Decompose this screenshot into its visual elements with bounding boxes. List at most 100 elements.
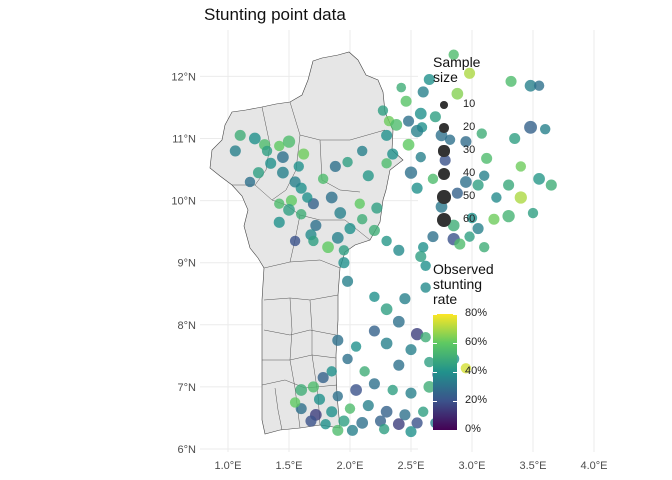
stunting-point bbox=[476, 128, 487, 139]
color-bar-label: 20% bbox=[465, 394, 488, 406]
stunting-point bbox=[377, 105, 389, 116]
stunting-point bbox=[393, 359, 405, 371]
stunting-point bbox=[447, 219, 460, 232]
size-legend-dot bbox=[437, 190, 451, 204]
stunting-point bbox=[505, 75, 517, 87]
y-tick-label: 11°N bbox=[172, 134, 196, 146]
stunting-point bbox=[451, 187, 463, 199]
stunting-point bbox=[448, 49, 459, 60]
stunting-point bbox=[460, 363, 472, 374]
stunting-point bbox=[503, 179, 515, 191]
size-legend-label: 50 bbox=[463, 190, 476, 202]
stunting-point bbox=[285, 195, 297, 207]
stunting-point bbox=[491, 192, 502, 203]
stunting-point bbox=[479, 170, 490, 181]
color-bar-label: 60% bbox=[465, 336, 488, 348]
color-bar-tick bbox=[433, 372, 437, 373]
stunting-point bbox=[293, 161, 304, 172]
x-tick-label: 2.5°E bbox=[397, 460, 424, 472]
stunting-point bbox=[313, 393, 326, 405]
color-bar-tick bbox=[433, 430, 437, 431]
stunting-point bbox=[357, 214, 368, 225]
stunting-point bbox=[435, 200, 448, 213]
stunting-point bbox=[514, 191, 527, 204]
stunting-point bbox=[460, 136, 472, 148]
stunting-point bbox=[368, 325, 380, 337]
stunting-point bbox=[402, 138, 415, 151]
stunting-point bbox=[374, 415, 387, 427]
stunting-point bbox=[265, 157, 277, 169]
stunting-point bbox=[362, 399, 374, 412]
stunting-point bbox=[481, 152, 493, 164]
x-tick-label: 2.0°E bbox=[336, 460, 363, 472]
stunting-point bbox=[429, 111, 441, 123]
stunting-point bbox=[472, 179, 484, 191]
stunting-point bbox=[420, 260, 431, 272]
stunting-point bbox=[390, 118, 403, 131]
stunting-point bbox=[411, 182, 423, 194]
size-legend-label: 20 bbox=[463, 121, 476, 133]
stunting-point bbox=[289, 176, 301, 188]
size-legend-label: 10 bbox=[463, 98, 476, 110]
stunting-point bbox=[464, 231, 475, 242]
chart-title: Stunting point data bbox=[204, 5, 346, 24]
stunting-point bbox=[344, 403, 356, 414]
stunting-point bbox=[326, 366, 337, 377]
stunting-point bbox=[400, 95, 412, 107]
color-bar-tick bbox=[453, 430, 457, 431]
stunting-point bbox=[342, 156, 353, 168]
stunting-point bbox=[464, 67, 476, 79]
stunting-point bbox=[387, 384, 398, 396]
stunting-point bbox=[405, 426, 417, 438]
stunting-point bbox=[396, 82, 407, 93]
stunting-point bbox=[533, 173, 545, 185]
stunting-point bbox=[515, 161, 526, 172]
stunting-point bbox=[317, 372, 329, 384]
stunting-point bbox=[415, 250, 427, 263]
stunting-point bbox=[342, 353, 353, 365]
stunting-point bbox=[545, 179, 557, 191]
color-bar-tick bbox=[453, 314, 457, 315]
stunting-point bbox=[329, 160, 341, 172]
stunting-point bbox=[308, 235, 319, 247]
x-tick-label: 3.0°E bbox=[458, 460, 485, 472]
stunting-point bbox=[392, 315, 405, 328]
stunting-point bbox=[420, 282, 431, 293]
stunting-point bbox=[305, 415, 317, 427]
axis-ticks: 6°N 7°N 8°N 9°N 10°N 11°N 12°N 1.0°E 1.5°E 2.0°E 2… bbox=[171, 71, 607, 472]
stunting-point bbox=[420, 332, 431, 343]
data-points bbox=[229, 49, 557, 438]
stunting-point bbox=[350, 384, 362, 396]
stunting-point bbox=[417, 86, 429, 98]
stunting-point bbox=[368, 224, 380, 236]
y-tick-label: 8°N bbox=[178, 320, 197, 332]
y-tick-label: 10°N bbox=[171, 196, 196, 208]
stunting-point bbox=[326, 406, 338, 418]
stunting-point bbox=[282, 135, 296, 148]
size-legend-dot bbox=[439, 123, 449, 133]
stunting-point bbox=[320, 418, 331, 430]
color-legend-title-line-3: rate bbox=[433, 291, 458, 307]
stunting-point bbox=[399, 409, 411, 421]
country-outline bbox=[209, 51, 404, 435]
stunting-point bbox=[524, 79, 537, 92]
stunting-point bbox=[423, 381, 436, 393]
stunting-point bbox=[424, 356, 435, 368]
stunting-point bbox=[403, 115, 415, 127]
color-bar-label: 0% bbox=[465, 423, 481, 435]
stunting-point bbox=[273, 216, 285, 228]
stunting-point bbox=[472, 223, 484, 235]
stunting-point bbox=[381, 158, 392, 169]
stunting-point bbox=[283, 204, 295, 216]
stunting-point bbox=[357, 145, 368, 157]
stunting-point bbox=[261, 145, 273, 157]
stunting-point bbox=[346, 424, 358, 436]
size-legend-label: 40 bbox=[463, 167, 476, 179]
y-tick-label: 9°N bbox=[178, 258, 197, 270]
size-legend-label: 30 bbox=[463, 144, 476, 156]
stunting-point bbox=[322, 241, 334, 254]
stunting-point bbox=[344, 223, 356, 235]
stunting-point bbox=[248, 132, 261, 145]
stunting-point bbox=[415, 151, 426, 163]
stunting-point bbox=[509, 132, 521, 145]
